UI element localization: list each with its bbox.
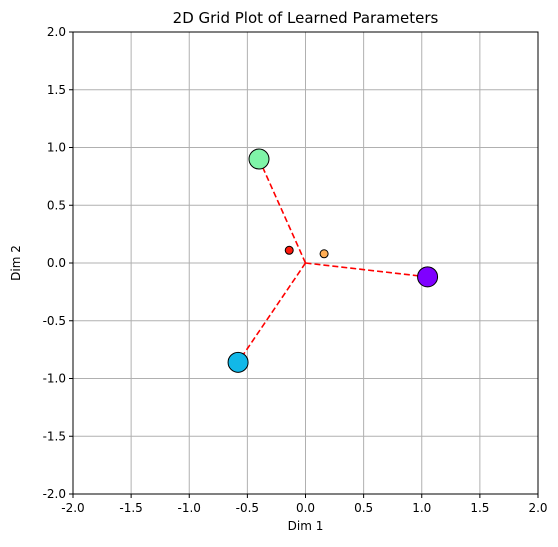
scatter-point [227, 351, 249, 373]
x-tick-label: 2.0 [528, 501, 547, 515]
y-tick-label: 0.5 [47, 198, 66, 212]
x-tick-label: 0.5 [354, 501, 373, 515]
y-tick-label: -1.5 [43, 429, 66, 443]
x-tick-label: -1.0 [178, 501, 201, 515]
y-tick-label: -0.5 [43, 314, 66, 328]
x-tick-label: 0.0 [296, 501, 315, 515]
y-tick-label: 0.0 [47, 256, 66, 270]
x-tick-label: -2.0 [61, 501, 84, 515]
y-tick-label: 1.0 [47, 141, 66, 155]
connector-line [237, 262, 307, 363]
y-tick-label: 2.0 [47, 25, 66, 39]
connector-line [305, 262, 428, 278]
data-points [227, 148, 439, 373]
y-tick-label: 1.5 [47, 83, 66, 97]
y-axis-ticks: 2.0 1.5 1.0 0.5 0.0 -0.5 -1.0 -1.5 -2.0 [43, 25, 73, 501]
x-tick-label: -1.5 [119, 501, 142, 515]
scatter-point [417, 266, 439, 288]
connector-lines [237, 158, 428, 363]
scatter-point [284, 245, 294, 255]
y-axis-label: Dim 2 [9, 245, 23, 281]
chart-title: 2D Grid Plot of Learned Parameters [173, 9, 439, 27]
scatter-point [319, 249, 329, 259]
scatter-point [248, 148, 270, 170]
y-tick-label: -2.0 [43, 487, 66, 501]
x-tick-label: 1.5 [470, 501, 489, 515]
x-tick-label: 1.0 [412, 501, 431, 515]
x-tick-label: -0.5 [236, 501, 259, 515]
connector-line [258, 158, 307, 264]
x-axis-label: Dim 1 [288, 519, 324, 533]
x-axis-ticks: -2.0 -1.5 -1.0 -0.5 0.0 0.5 1.0 1.5 2.0 [61, 494, 548, 515]
y-tick-label: -1.0 [43, 372, 66, 386]
